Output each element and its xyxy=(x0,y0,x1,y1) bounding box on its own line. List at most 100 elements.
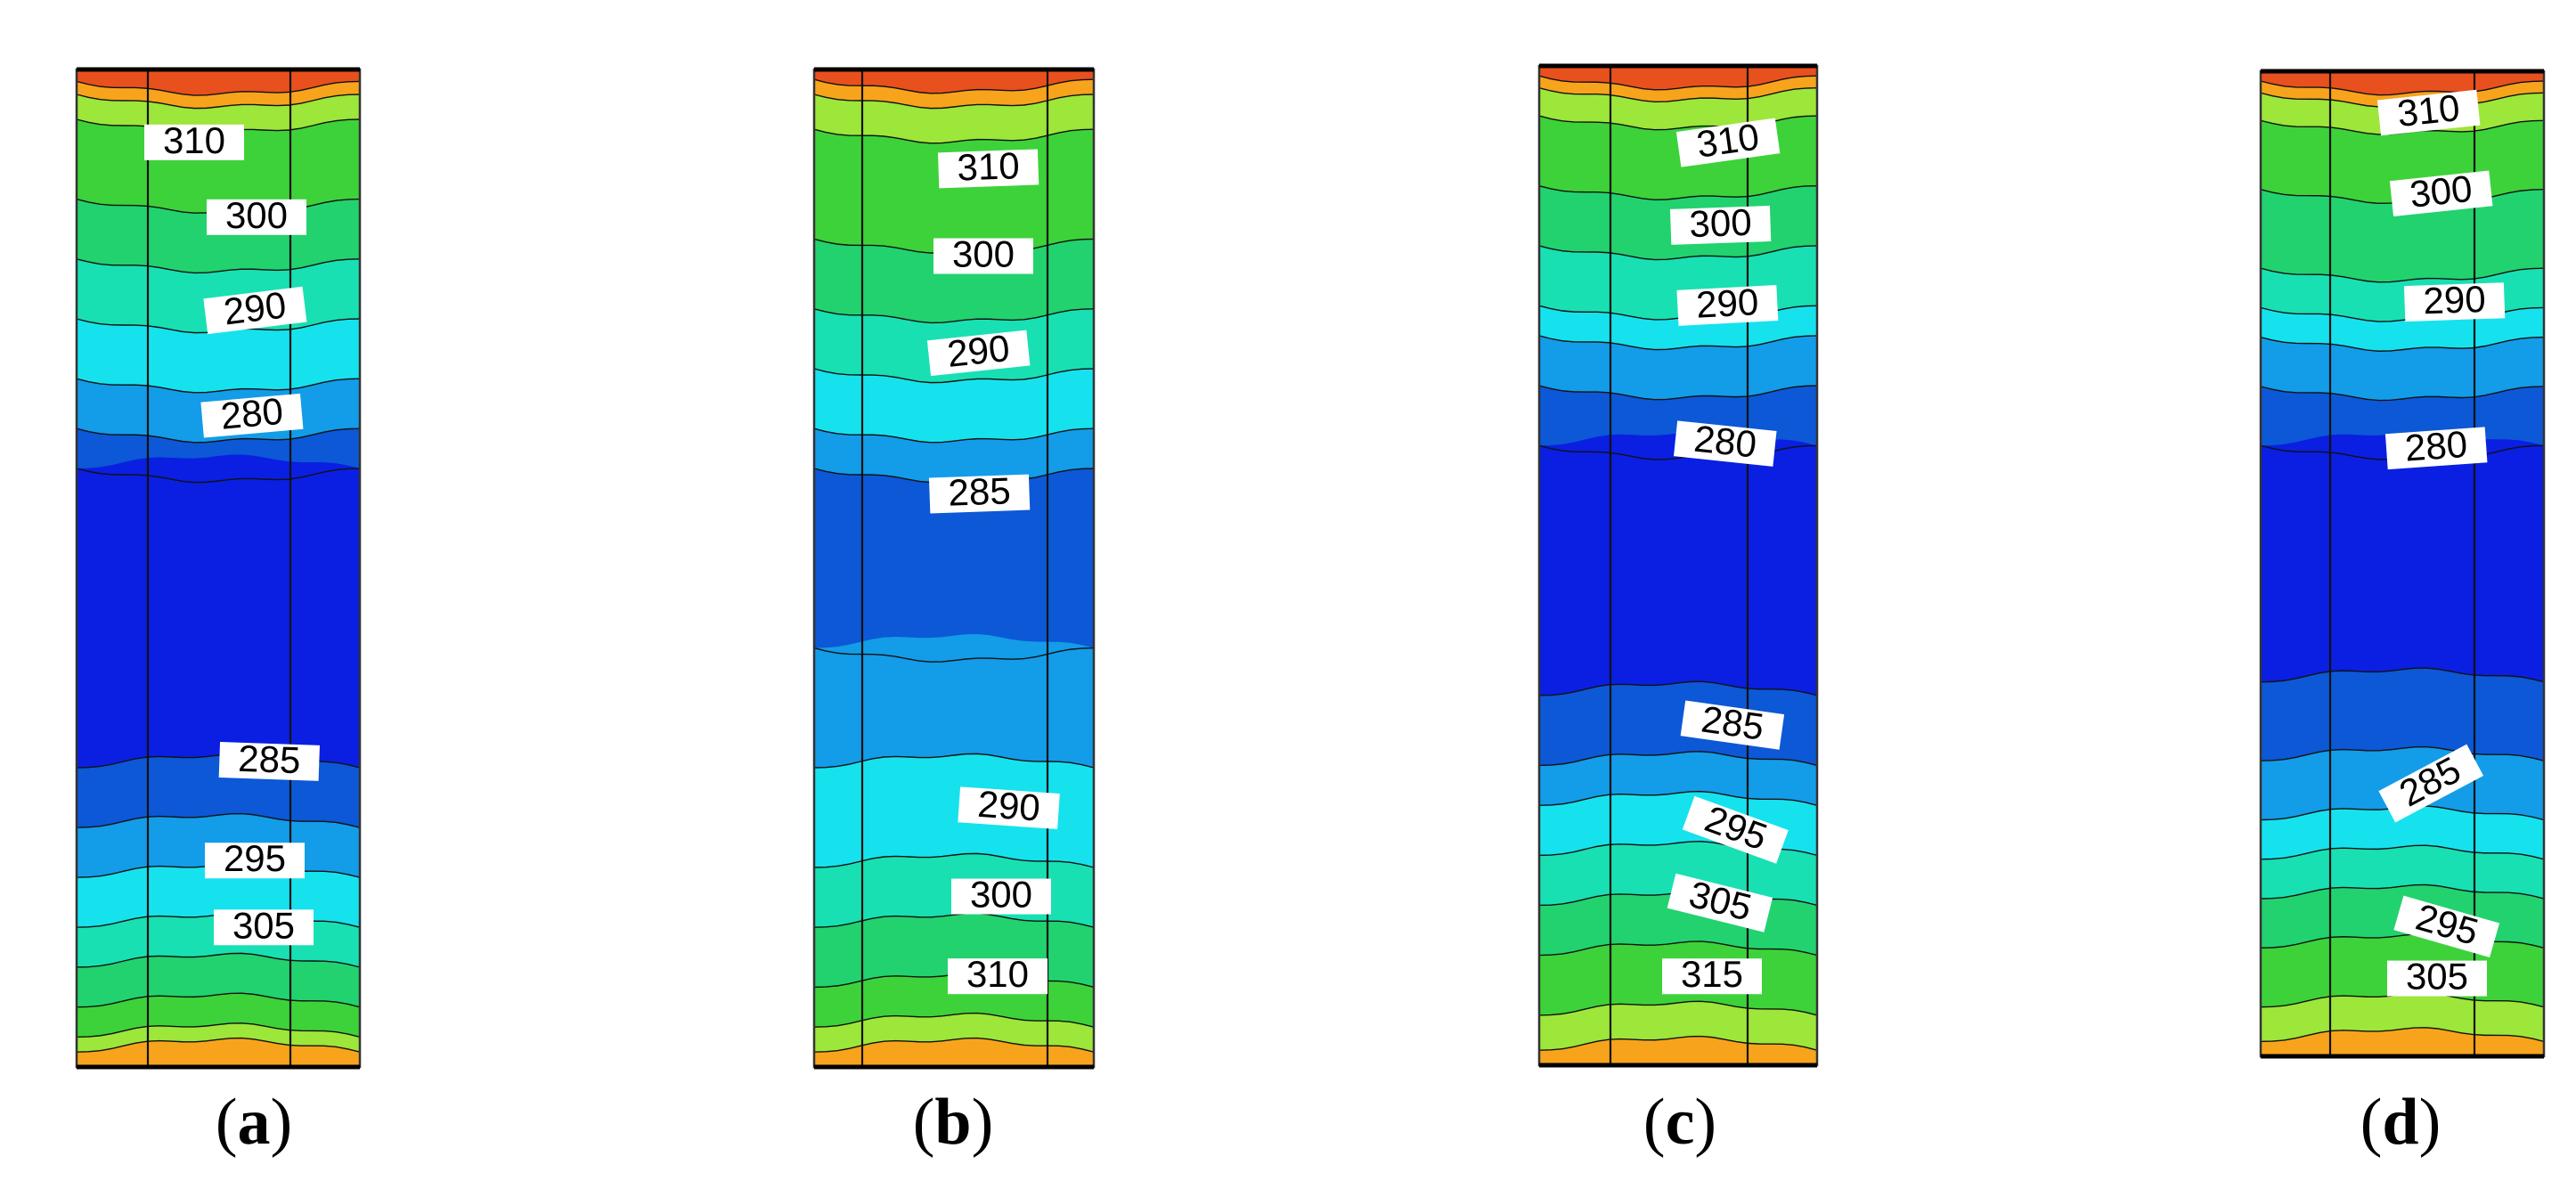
contour-value: 310 xyxy=(2395,86,2462,134)
contour-label: 280 xyxy=(200,390,304,438)
contour-label: 305 xyxy=(2387,956,2487,998)
contour-labels-b: 310 300 290 285 290 300 310 xyxy=(926,144,1060,995)
panel-caption-c: (c) xyxy=(1643,1086,1717,1159)
temperature-band xyxy=(814,428,1094,483)
contour-lines-d xyxy=(2259,69,2546,1059)
contour-value: 310 xyxy=(163,119,225,161)
panel-a: 310 300 290 280 285 295 305 (a) xyxy=(0,0,463,1197)
contour-value: 305 xyxy=(232,904,295,946)
contour-value: 280 xyxy=(1692,418,1759,466)
temperature-band xyxy=(2261,337,2544,401)
contour-label: 285 xyxy=(1680,697,1785,750)
contour-label: 310 xyxy=(2376,86,2481,136)
contour-value: 290 xyxy=(221,283,288,332)
contour-value: 310 xyxy=(957,144,1021,188)
contour-label: 300 xyxy=(2389,167,2493,216)
isotherm-line xyxy=(1538,751,1818,767)
contour-lines-c xyxy=(1537,63,1819,1068)
contour-value: 300 xyxy=(1689,201,1753,245)
isotherm-line xyxy=(2260,80,2545,96)
isotherm-line xyxy=(1538,1035,1818,1051)
isotherm-line xyxy=(2260,336,2545,352)
contour-label: 300 xyxy=(207,194,306,236)
isotherm-line xyxy=(76,1022,361,1038)
panel-caption-b: (b) xyxy=(912,1086,994,1159)
contour-lines-b xyxy=(812,67,1096,1070)
temperature-band xyxy=(2261,668,2544,761)
isotherm-line xyxy=(1538,335,1818,351)
temperature-band xyxy=(77,81,360,109)
isotherm-line xyxy=(1538,940,1818,957)
contour-value: 280 xyxy=(219,390,285,437)
panel-c: 310 300 290 280 285 295 305 315 (c) xyxy=(0,0,1819,1197)
isotherm-line xyxy=(2260,267,2545,283)
isotherm-line xyxy=(2260,1027,2545,1043)
contour-value: 310 xyxy=(966,953,1029,995)
contour-value: 290 xyxy=(945,327,1012,375)
contour-plot-b: 310 300 290 285 290 300 310 xyxy=(812,67,1096,1070)
isotherm-line xyxy=(1538,245,1818,261)
temperature-band xyxy=(2261,805,2544,859)
isotherm-line xyxy=(76,812,361,828)
isotherm-line xyxy=(76,992,361,1008)
contour-label: 290 xyxy=(926,327,1031,377)
contour-value: 305 xyxy=(2406,956,2468,998)
isotherm-line xyxy=(76,1037,361,1053)
temperature-band xyxy=(814,369,1094,443)
contour-value: 285 xyxy=(948,469,1012,513)
contour-label: 310 xyxy=(948,953,1048,995)
contour-value: 300 xyxy=(2408,167,2474,216)
isotherm-line xyxy=(76,80,361,96)
isotherm-line xyxy=(76,94,361,110)
contour-value: 290 xyxy=(976,783,1041,829)
contour-value: 285 xyxy=(1699,697,1766,747)
temperature-band xyxy=(2261,993,2544,1042)
isotherm-line xyxy=(2260,933,2545,949)
contour-label: 285 xyxy=(218,737,320,781)
contour-label: 295 xyxy=(205,837,305,879)
isotherm-line xyxy=(1538,184,1818,200)
contour-value: 315 xyxy=(1681,953,1743,995)
contour-label: 300 xyxy=(951,874,1051,916)
contour-label: 280 xyxy=(1673,418,1777,467)
isotherm-line xyxy=(76,952,361,968)
isotherm-line xyxy=(2260,884,2545,900)
isotherm-line xyxy=(76,468,361,484)
contour-value: 300 xyxy=(952,233,1015,275)
contour-label: 315 xyxy=(1662,953,1762,995)
isotherm-line xyxy=(2260,844,2545,860)
contour-value: 290 xyxy=(2423,278,2487,322)
temperature-band xyxy=(814,1013,1094,1053)
isotherm-line xyxy=(76,258,361,274)
contour-label: 290 xyxy=(203,283,307,335)
temperature-band xyxy=(814,69,1094,94)
contour-value: 285 xyxy=(238,737,302,781)
isotherm-line xyxy=(2260,386,2545,402)
isotherm-line xyxy=(76,378,361,394)
contour-label: 290 xyxy=(2403,278,2506,322)
contour-value: 280 xyxy=(2403,423,2468,469)
temperature-band xyxy=(2261,71,2544,95)
contour-label: 290 xyxy=(1676,281,1779,326)
contour-label: 310 xyxy=(144,119,244,161)
isotherm-line xyxy=(1538,790,1818,806)
contour-label: 300 xyxy=(1669,201,1772,245)
contour-value: 300 xyxy=(970,874,1032,916)
contour-value: 300 xyxy=(225,194,288,236)
contour-label: 300 xyxy=(933,233,1033,275)
temperature-band xyxy=(814,94,1094,143)
panel-b: 310 300 290 285 290 300 310 (b) xyxy=(0,0,1096,1197)
isotherm-line xyxy=(2260,667,2545,683)
isotherm-line xyxy=(1538,385,1818,401)
contour-label: 305 xyxy=(214,904,314,946)
panel-caption-a: (a) xyxy=(215,1086,293,1159)
temperature-band xyxy=(814,633,1094,768)
isotherm-line xyxy=(1538,75,1818,91)
